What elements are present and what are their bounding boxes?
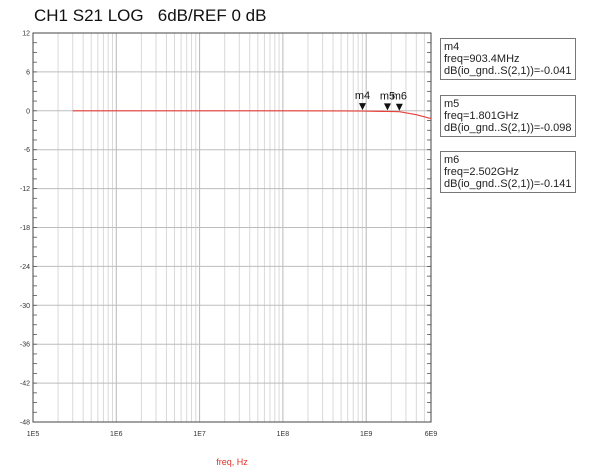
marker-readout-name: m4 (444, 41, 460, 53)
marker-readout-m6: m6 freq=2.502GHz dB(io_gnd..S(2,1))=-0.1… (440, 151, 576, 193)
x-tick-label: 1E8 (277, 431, 290, 438)
y-tick-label: 12 (22, 31, 30, 38)
marker-readout-freq: freq=903.4MHz (444, 53, 520, 65)
marker-readout-value: dB(io_gnd..S(2,1))=-0.041 (444, 65, 572, 77)
y-tick-label: -6 (24, 147, 30, 154)
x-axis-title: freq, Hz (216, 457, 248, 467)
marker-readout-value: dB(io_gnd..S(2,1))=-0.098 (444, 122, 572, 134)
y-tick-label: -24 (20, 264, 30, 271)
y-tick-label: 6 (26, 69, 30, 76)
marker-readout-name: m6 (444, 154, 460, 166)
y-tick-label: -48 (20, 420, 30, 427)
marker-triangle (359, 103, 367, 111)
marker-readout-freq: freq=2.502GHz (444, 166, 519, 178)
marker-readout-name: m5 (444, 98, 460, 110)
marker-label: m6 (392, 91, 407, 103)
x-tick-label: 1E6 (110, 431, 123, 438)
plot-frame (32, 32, 432, 423)
y-tick-label: -12 (20, 186, 30, 193)
marker-readout-freq: freq=1.801GHz (444, 110, 519, 122)
chart-title: CH1 S21 LOG 6dB/REF 0 dB (34, 6, 267, 25)
x-tick-label: 6E9 (425, 431, 438, 438)
marker-readout-m5: m5 freq=1.801GHz dB(io_gnd..S(2,1))=-0.0… (440, 95, 576, 137)
y-tick-label: -18 (20, 225, 30, 232)
y-tick-label: 0 (26, 108, 30, 115)
x-tick-label: 1E7 (193, 431, 206, 438)
y-tick-label: -42 (20, 381, 30, 388)
marker-label: m4 (355, 90, 370, 102)
y-tick-label: -30 (20, 303, 30, 310)
marker-triangle (383, 103, 391, 111)
x-tick-label: 1E9 (360, 431, 373, 438)
series-line (72, 110, 432, 120)
marker-readout-value: dB(io_gnd..S(2,1))=-0.141 (444, 178, 572, 190)
x-tick-label: 1E5 (27, 431, 40, 438)
marker-readout-m4: m4 freq=903.4MHz dB(io_gnd..S(2,1))=-0.0… (440, 38, 576, 80)
y-tick-label: -36 (20, 342, 30, 349)
marker-triangle (395, 103, 403, 111)
marker-label: m5 (380, 90, 395, 102)
